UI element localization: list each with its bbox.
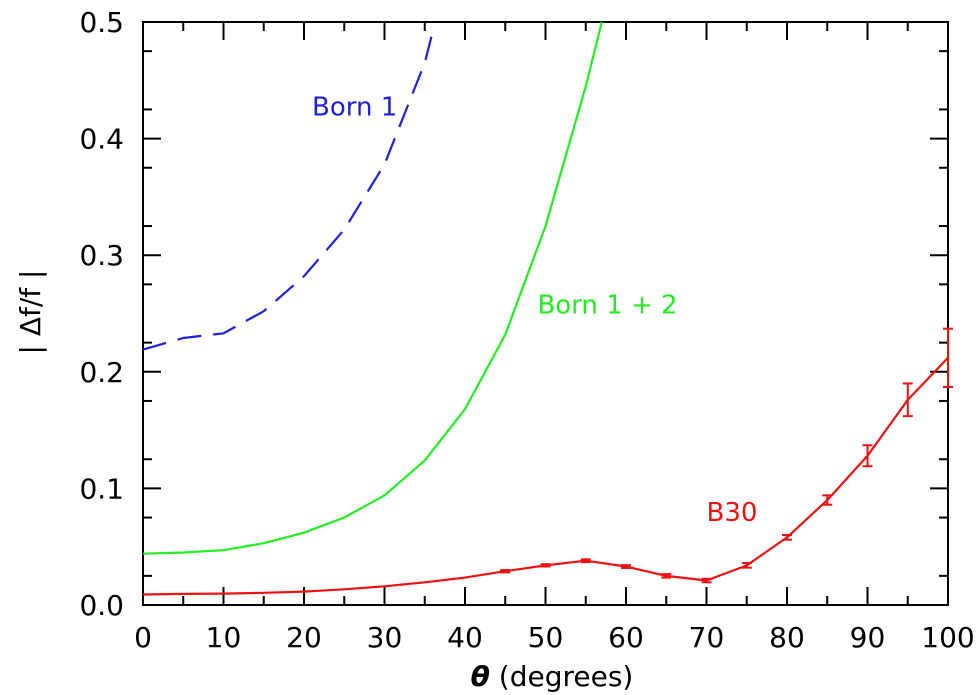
annotations: Born 1 Born 1 + 2 B30 bbox=[312, 92, 757, 528]
ticks bbox=[142, 21, 949, 606]
x-tick-label: 0 bbox=[134, 621, 152, 654]
y-tick-label: 0.2 bbox=[79, 356, 124, 389]
y-tick-label: 0.5 bbox=[79, 6, 124, 39]
y-tick-label: 0.4 bbox=[79, 123, 124, 156]
x-tick-label: 80 bbox=[769, 621, 805, 654]
y-tick-label: 0.1 bbox=[79, 472, 124, 505]
series-born-1 bbox=[142, 31, 434, 351]
x-axis-label-symbol: θ bbox=[471, 660, 490, 693]
y-tick-label: 0.3 bbox=[79, 239, 124, 272]
x-axis-label: θ (degrees) bbox=[471, 660, 634, 693]
series-label: Born 1 bbox=[312, 92, 397, 122]
tick-labels: 0 10 20 30 40 50 60 70 80 90 100 0.0 0.1 0.2 0.3 0.4 0.5 bbox=[79, 6, 974, 654]
x-tick-label: 30 bbox=[367, 621, 403, 654]
x-tick-label: 50 bbox=[528, 621, 564, 654]
series-label: B30 bbox=[707, 498, 758, 528]
x-tick-label: 100 bbox=[921, 621, 974, 654]
x-tick-label: 40 bbox=[447, 621, 483, 654]
x-tick-label: 70 bbox=[689, 621, 725, 654]
x-axis-label-text: (degrees) bbox=[490, 660, 633, 693]
x-tick-label: 10 bbox=[206, 621, 242, 654]
x-tick-label: 90 bbox=[850, 621, 886, 654]
series-b30 bbox=[142, 327, 953, 596]
series-born-1-2 bbox=[142, 21, 603, 555]
series-group bbox=[142, 21, 953, 596]
y-tick-label: 0.0 bbox=[79, 589, 124, 622]
x-tick-label: 60 bbox=[608, 621, 644, 654]
x-tick-label: 20 bbox=[286, 621, 322, 654]
series-label: Born 1 + 2 bbox=[537, 291, 677, 321]
series-line bbox=[142, 31, 434, 351]
series-line bbox=[142, 357, 949, 596]
y-axis-label: | Δf/f | bbox=[14, 270, 47, 355]
